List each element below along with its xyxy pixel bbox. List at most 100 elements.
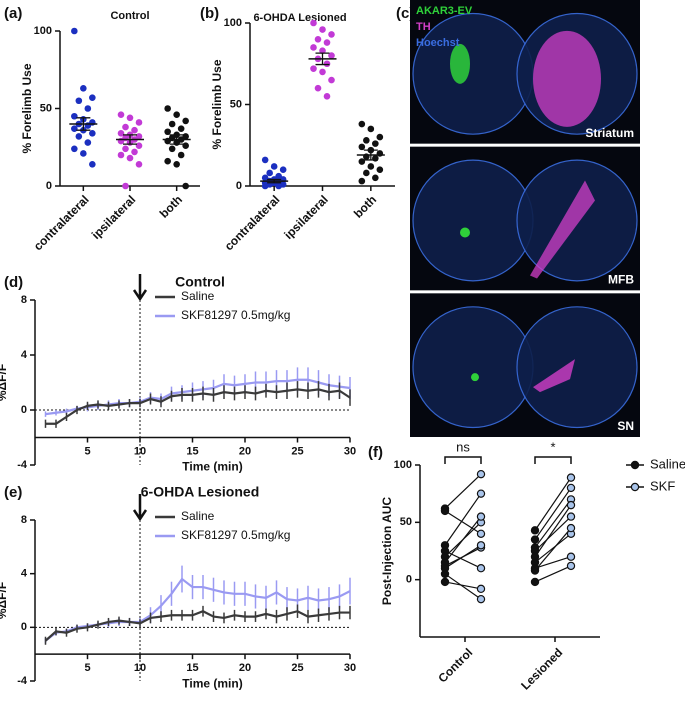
pair-line bbox=[444, 516, 482, 563]
point bbox=[358, 158, 366, 165]
sem-bar bbox=[169, 134, 184, 145]
y-tick-label: 50 bbox=[230, 98, 242, 110]
point bbox=[168, 145, 176, 153]
tissue-signal bbox=[533, 30, 601, 127]
pair-line bbox=[444, 544, 482, 569]
point bbox=[173, 161, 180, 168]
chart-title: Control bbox=[175, 274, 225, 290]
point bbox=[310, 19, 317, 27]
section-label: SN bbox=[617, 419, 634, 433]
point bbox=[530, 526, 540, 535]
injection-arrow bbox=[132, 274, 148, 302]
point bbox=[75, 97, 83, 105]
x-tick-label: both bbox=[157, 192, 185, 220]
y-axis-label: %ΔF/F bbox=[0, 582, 9, 619]
point bbox=[135, 142, 143, 149]
point bbox=[75, 133, 83, 140]
point bbox=[314, 36, 322, 43]
y-tick-label: 100 bbox=[394, 459, 412, 471]
point bbox=[372, 154, 379, 162]
point bbox=[566, 552, 576, 561]
chart-title: Control bbox=[110, 10, 149, 22]
pair-line bbox=[444, 550, 482, 569]
y-tick-label: 0 bbox=[406, 574, 412, 586]
tissue-signal bbox=[450, 43, 470, 84]
point bbox=[476, 489, 486, 498]
pair-line bbox=[534, 556, 572, 569]
point bbox=[319, 26, 326, 33]
y-axis-label: %ΔF/F bbox=[0, 364, 9, 401]
point bbox=[89, 130, 96, 137]
point bbox=[323, 39, 331, 46]
legend-swatch bbox=[630, 460, 640, 470]
pair-line bbox=[444, 473, 482, 510]
point bbox=[323, 60, 331, 68]
legend-label: SKF81297 0.5mg/kg bbox=[181, 308, 290, 322]
tissue-signal bbox=[460, 227, 470, 238]
x-tick-label: 30 bbox=[344, 445, 356, 457]
point bbox=[117, 111, 125, 118]
sem-bar bbox=[267, 178, 282, 184]
point bbox=[566, 473, 576, 482]
point bbox=[314, 84, 322, 92]
y-tick-label: 50 bbox=[40, 102, 52, 114]
point bbox=[566, 512, 576, 521]
channel-label: TH bbox=[416, 21, 431, 33]
point bbox=[363, 137, 370, 144]
significance-bracket bbox=[534, 456, 572, 464]
point bbox=[71, 125, 78, 132]
y-tick-label: 4 bbox=[21, 568, 28, 580]
pair-line bbox=[534, 527, 572, 571]
point bbox=[310, 65, 317, 72]
x-tick-label: 30 bbox=[344, 662, 356, 674]
point bbox=[164, 137, 171, 145]
point bbox=[372, 140, 379, 147]
point bbox=[164, 157, 171, 165]
point bbox=[476, 584, 486, 594]
point bbox=[275, 182, 282, 190]
point bbox=[131, 126, 138, 134]
pair-line bbox=[444, 510, 482, 535]
legend-label: SKF81297 0.5mg/kg bbox=[181, 528, 290, 542]
pair-line bbox=[534, 533, 572, 563]
point bbox=[84, 139, 92, 146]
pair-line bbox=[534, 565, 572, 583]
point bbox=[476, 512, 486, 521]
panel-label: (f) bbox=[368, 444, 383, 461]
tissue-signal bbox=[471, 373, 479, 382]
pair-line bbox=[534, 499, 572, 548]
panel-label: (d) bbox=[4, 274, 23, 291]
x-tick-label: contralateral bbox=[31, 192, 92, 253]
point bbox=[476, 541, 486, 550]
pair-line bbox=[444, 493, 482, 546]
point bbox=[319, 47, 326, 55]
sem-bar bbox=[363, 149, 378, 161]
point bbox=[367, 125, 375, 133]
x-tick-label: 20 bbox=[239, 662, 251, 674]
pair-line bbox=[534, 477, 572, 531]
section-label: MFB bbox=[608, 273, 634, 287]
panel-label: (c) bbox=[396, 5, 414, 22]
point bbox=[261, 182, 269, 190]
pair-line bbox=[444, 573, 482, 600]
x-tick-label: 25 bbox=[291, 445, 303, 457]
point bbox=[530, 577, 540, 587]
tissue bbox=[412, 306, 534, 429]
sem-bar bbox=[76, 117, 91, 131]
point bbox=[367, 163, 375, 170]
point bbox=[135, 119, 143, 126]
panel-label: (a) bbox=[4, 5, 22, 22]
point bbox=[71, 145, 78, 153]
point bbox=[261, 156, 269, 164]
y-axis-label: % Forelimb Use bbox=[20, 63, 34, 153]
point bbox=[566, 523, 576, 533]
point bbox=[328, 31, 335, 38]
channel-label: AKAR3-EV bbox=[416, 5, 473, 17]
legend-label: Saline bbox=[181, 509, 215, 523]
tissue bbox=[412, 12, 534, 135]
channel-label: Hoechst bbox=[416, 37, 460, 49]
y-tick-label: 0 bbox=[21, 621, 27, 633]
tissue-signal bbox=[533, 359, 575, 393]
y-axis-label: % Forelimb Use bbox=[210, 59, 224, 149]
